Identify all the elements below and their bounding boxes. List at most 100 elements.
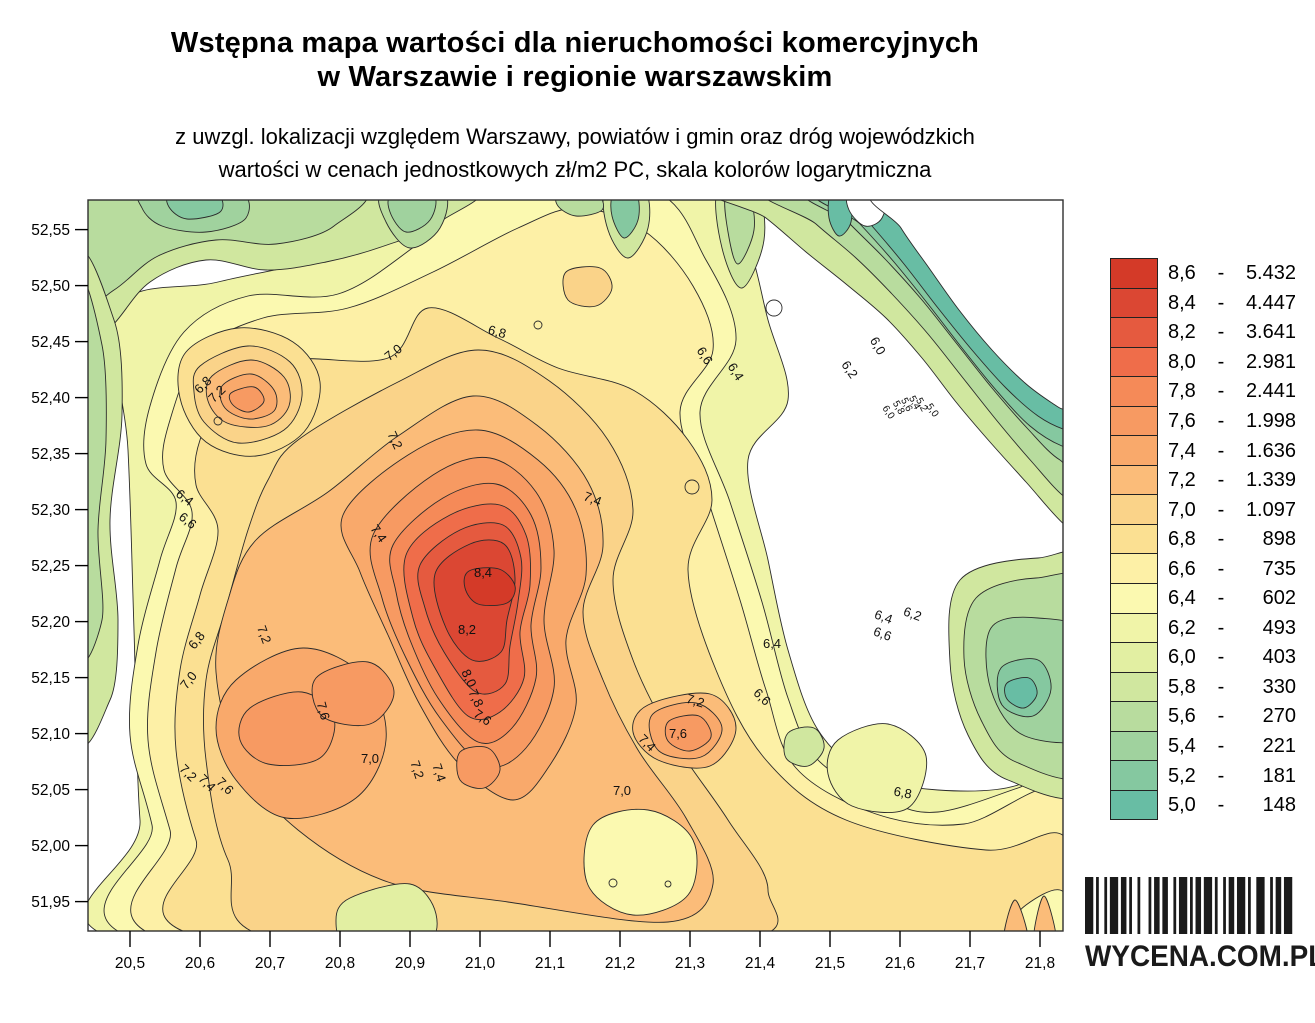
- y-tick-label: 52,25: [31, 558, 70, 575]
- x-tick-label: 20,5: [115, 955, 145, 972]
- axis-ticks: 20,5 20,6 20,7 20,8 20,9 21,0 21,1 21,2 21,3 21,4…: [31, 222, 1055, 972]
- contour-band-5,6: [724, 200, 755, 265]
- legend-row: 6,2-493: [1110, 612, 1296, 644]
- barcode-bar: [1129, 877, 1132, 934]
- legend-label: 8,2-3.641: [1168, 321, 1296, 344]
- contour-label: 7,6: [669, 726, 687, 741]
- legend-swatch: [1110, 435, 1158, 466]
- legend-row: 5,0-148: [1110, 789, 1296, 821]
- legend-label: 7,0-1.097: [1168, 498, 1296, 521]
- y-tick-label: 52,50: [31, 278, 70, 295]
- legend-label: 7,6-1.998: [1168, 410, 1296, 432]
- contour-band-6,0: [335, 883, 438, 931]
- barcode-bar: [1195, 877, 1202, 934]
- contour-band-7,0: [562, 266, 613, 308]
- contour-label: 7,2: [254, 623, 274, 645]
- y-tick-label: 52,30: [31, 502, 70, 519]
- barcode-image: [1085, 877, 1293, 934]
- contour-band-8,6: [463, 567, 516, 607]
- legend-row: 6,8-898: [1110, 523, 1296, 555]
- contour-ringlet: [684, 479, 700, 495]
- barcode-bar: [1275, 877, 1282, 934]
- legend-swatch: [1110, 464, 1158, 496]
- x-tick-label: 20,8: [325, 955, 355, 972]
- legend-swatch: [1110, 760, 1158, 791]
- legend-label: 5,8-330: [1168, 675, 1296, 698]
- contour-label: 6,2: [838, 358, 861, 381]
- contour-label: 7,0: [613, 783, 631, 798]
- contour-label: 7,4: [429, 762, 449, 784]
- legend-swatch: [1110, 701, 1158, 732]
- subtitle-line1: z uwzgl. lokalizacji względem Warszawy, …: [175, 124, 975, 149]
- x-tick-label: 20,6: [185, 955, 215, 972]
- y-tick-label: 51,95: [31, 894, 70, 911]
- barcode-bar: [1148, 877, 1152, 934]
- contour-label: 7,0: [361, 751, 379, 766]
- contour-band-7,2: [1033, 895, 1056, 931]
- x-tick-label: 21,4: [745, 955, 776, 972]
- contour-band-5,0: [1004, 677, 1038, 709]
- legend-swatch: [1110, 583, 1158, 614]
- contour-label: 8,4: [474, 565, 492, 580]
- legend-row: 5,4-221: [1110, 730, 1296, 762]
- legend-swatch: [1110, 553, 1158, 585]
- legend-swatch: [1110, 258, 1158, 289]
- legend-label: 6,6-735: [1168, 557, 1296, 580]
- y-tick-label: 52,40: [31, 390, 70, 407]
- contour-label: 7,4: [581, 488, 603, 509]
- y-tick-label: 52,20: [31, 614, 70, 631]
- legend-label: 6,2-493: [1168, 616, 1296, 639]
- legend-label: 7,8-2.441: [1168, 380, 1296, 403]
- contour-label: 7,6: [314, 700, 333, 721]
- legend-label: 6,8-898: [1168, 528, 1296, 551]
- legend-row: 6,4-602: [1110, 583, 1296, 614]
- barcode-bar: [1214, 877, 1218, 934]
- legend-row: 7,0-1.097: [1110, 494, 1296, 525]
- barcode-bar: [1256, 877, 1265, 934]
- barcode-bar: [1178, 877, 1188, 934]
- legend-row: 5,8-330: [1110, 671, 1296, 703]
- legend-swatch: [1110, 317, 1158, 348]
- contour-band-5,4: [387, 200, 437, 233]
- contour-band-7,6: [228, 386, 265, 413]
- page-title-line2: w Warszawie i regionie warszawskim: [317, 61, 833, 93]
- legend-swatch: [1110, 346, 1158, 378]
- contour-label: 6,6: [871, 624, 893, 644]
- barcode-bar: [1228, 877, 1235, 934]
- contour-label: 6,4: [872, 607, 894, 627]
- legend-row: 8,4-4.447: [1110, 287, 1296, 319]
- contour-band-5,2: [166, 200, 224, 220]
- legend-label: 8,6-5.432: [1168, 262, 1296, 285]
- legend-row: 8,6-5.432: [1110, 258, 1296, 289]
- legend-swatch: [1110, 730, 1158, 762]
- legend-swatch: [1110, 523, 1158, 555]
- contour-band-5,8: [783, 726, 825, 767]
- legend-row: 8,0-2.981: [1110, 346, 1296, 378]
- barcode-bar: [1270, 877, 1273, 934]
- legend-swatch: [1110, 789, 1158, 821]
- contour-label: 7,2: [384, 429, 405, 452]
- barcode-bar: [1096, 877, 1099, 934]
- x-tick-label: 21,2: [605, 955, 635, 972]
- y-tick-label: 52,55: [31, 222, 70, 239]
- x-tick-label: 21,7: [955, 955, 985, 972]
- barcode-bar: [1120, 877, 1127, 934]
- contour-fills: [88, 200, 1063, 931]
- legend-label: 6,0-403: [1168, 646, 1296, 669]
- contour-label: 6,8: [893, 784, 913, 802]
- contour-label: 7,2: [407, 759, 427, 781]
- contour-ringlet: [765, 299, 783, 317]
- contour-ringlet: [213, 416, 223, 426]
- legend-swatch: [1110, 642, 1158, 673]
- legend-row: 7,4-1.636: [1110, 435, 1296, 466]
- contour-band-7,6: [456, 746, 501, 789]
- barcode-bar: [1137, 877, 1141, 934]
- contour-band-6,2: [826, 723, 928, 813]
- x-tick-label: 20,9: [395, 955, 425, 972]
- legend-label: 8,4-4.447: [1168, 291, 1296, 314]
- barcode-bar: [1162, 877, 1168, 934]
- barcode-bar: [1190, 877, 1193, 934]
- contour-band-5,0: [827, 200, 853, 237]
